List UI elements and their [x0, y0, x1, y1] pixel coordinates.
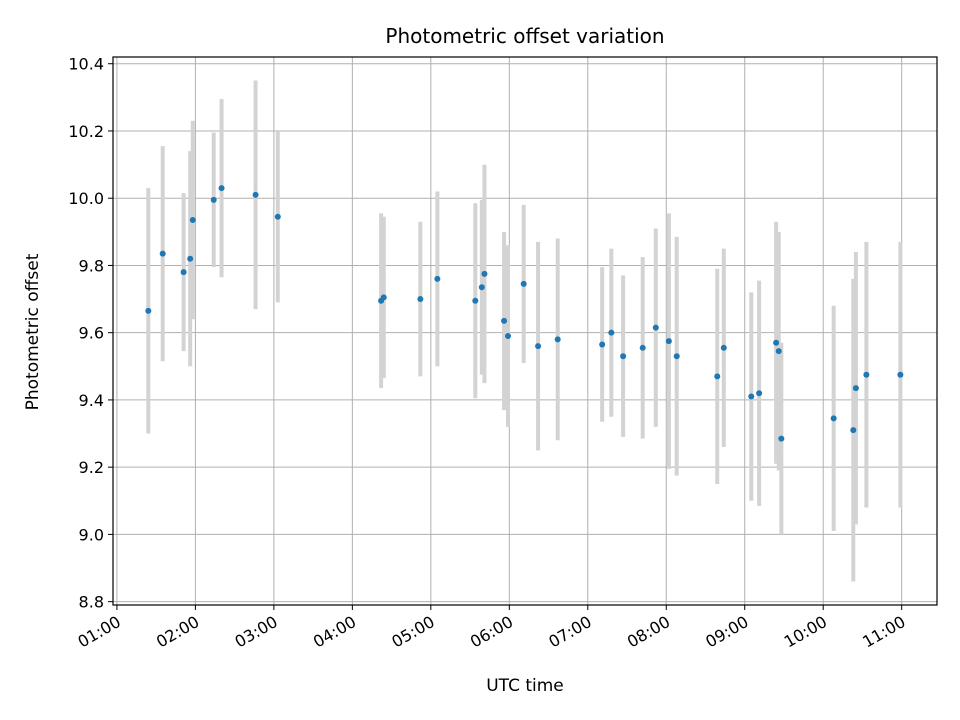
- data-point: [775, 348, 782, 355]
- data-point: [639, 344, 646, 351]
- data-point: [850, 427, 857, 434]
- data-point: [748, 393, 755, 400]
- chart-title: Photometric offset variation: [385, 24, 664, 48]
- data-point: [773, 339, 780, 346]
- data-point: [218, 185, 225, 192]
- x-axis-label: UTC time: [486, 676, 564, 696]
- y-tick-label: 10.2: [68, 122, 104, 141]
- y-tick-label: 9.0: [79, 525, 104, 544]
- data-point: [863, 371, 870, 378]
- data-point: [252, 191, 259, 198]
- data-point: [472, 297, 479, 304]
- data-point: [608, 329, 615, 336]
- data-point: [145, 307, 152, 314]
- data-point: [520, 280, 527, 287]
- y-tick-label: 9.8: [79, 256, 104, 275]
- y-axis: 8.8 9.0 9.2 9.4 9.6 9.8 10.0 10.2 10.4: [68, 55, 113, 612]
- data-point: [554, 336, 561, 343]
- data-point: [720, 344, 727, 351]
- data-point: [187, 255, 194, 262]
- data-point: [434, 275, 441, 282]
- data-point: [852, 385, 859, 392]
- data-point: [897, 371, 904, 378]
- data-point: [599, 341, 606, 348]
- data-point: [665, 338, 672, 345]
- data-point: [417, 296, 424, 303]
- data-point: [380, 294, 387, 301]
- data-point: [673, 353, 680, 360]
- y-tick-label: 10.4: [68, 55, 104, 74]
- data-point: [274, 213, 281, 220]
- plot-frame: [112, 56, 938, 606]
- y-axis-label: Photometric offset: [23, 253, 43, 410]
- data-point: [180, 269, 187, 276]
- data-point: [481, 270, 488, 277]
- data-point: [652, 324, 659, 331]
- data-point: [159, 250, 166, 257]
- y-tick-label: 8.8: [79, 593, 104, 612]
- y-tick-label: 10.0: [68, 189, 104, 208]
- data-point: [620, 353, 627, 360]
- data-point: [501, 317, 508, 324]
- data-point: [778, 435, 785, 442]
- data-point: [756, 390, 763, 397]
- data-point: [210, 196, 217, 203]
- data-point: [478, 284, 485, 291]
- data-point: [504, 333, 511, 340]
- data-point: [535, 343, 542, 350]
- y-tick-label: 9.6: [79, 324, 104, 343]
- data-point: [189, 217, 196, 224]
- y-tick-label: 9.4: [79, 391, 104, 410]
- data-point: [830, 415, 837, 422]
- data-points: [145, 185, 904, 442]
- y-tick-label: 9.2: [79, 458, 104, 477]
- data-point: [714, 373, 721, 380]
